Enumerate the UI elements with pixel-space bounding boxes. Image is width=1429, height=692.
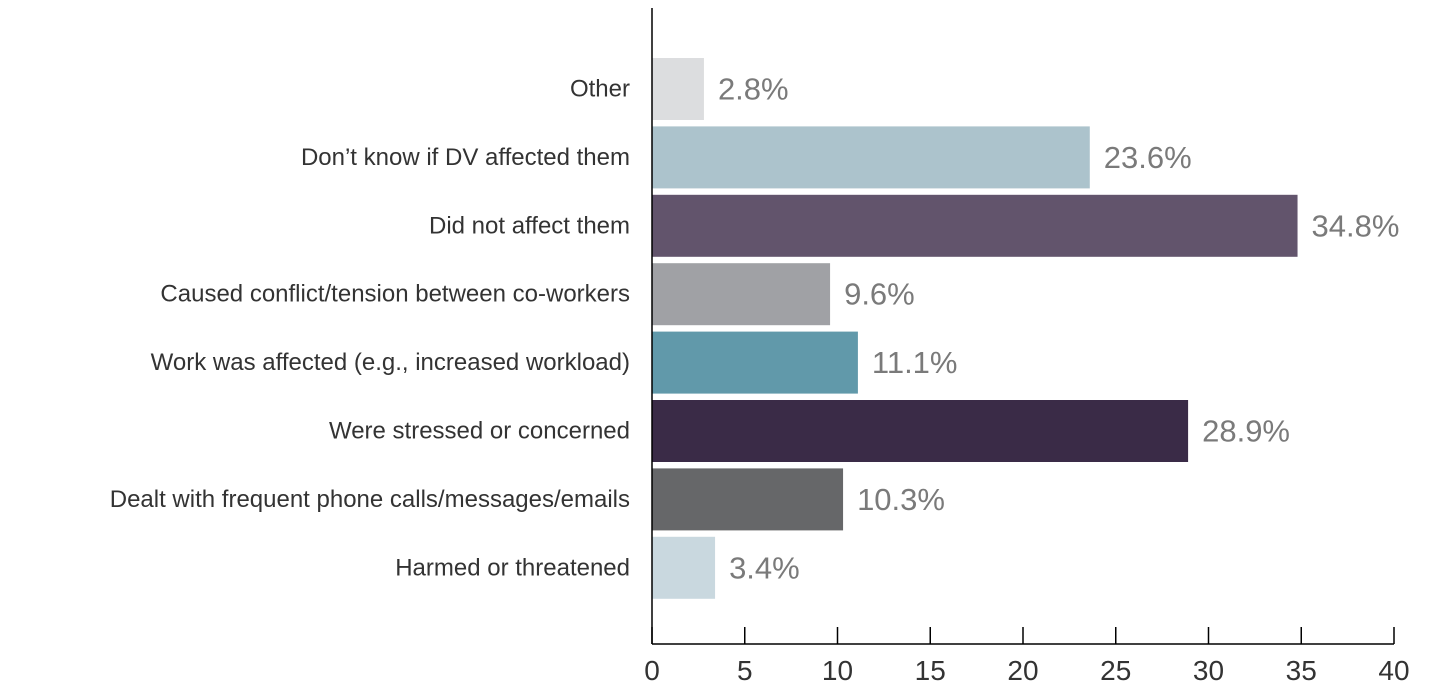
category-label-5: Were stressed or concerned <box>329 418 630 445</box>
category-label-3: Caused conflict/tension between co-worke… <box>160 281 630 308</box>
value-label-2: 34.8% <box>1312 208 1400 243</box>
bar-7 <box>652 536 716 599</box>
bar-2 <box>652 194 1298 257</box>
category-label-6: Dealt with frequent phone calls/messages… <box>110 486 630 513</box>
value-labels-group: 2.8% 23.6% 34.8% 9.6% 11.1% 28.9% 10.3% 3.4% <box>718 72 1400 586</box>
x-ticks-group: 0 5 10 15 20 25 30 35 40 <box>644 627 1410 686</box>
value-label-4: 11.1% <box>872 345 958 380</box>
x-tick-label-3: 15 <box>915 655 946 686</box>
category-label-4: Work was affected (e.g., increased workl… <box>151 349 630 376</box>
value-label-1: 23.6% <box>1104 140 1192 175</box>
x-tick-label-2: 10 <box>822 655 853 686</box>
bar-1 <box>652 126 1090 189</box>
bar-5 <box>652 400 1189 462</box>
x-tick-label-7: 35 <box>1286 655 1317 686</box>
x-tick-label-5: 25 <box>1100 655 1131 686</box>
bar-0 <box>652 58 704 120</box>
category-label-7: Harmed or threatened <box>395 554 630 581</box>
value-label-0: 2.8% <box>718 72 789 107</box>
x-tick-label-8: 40 <box>1378 655 1409 686</box>
value-label-3: 9.6% <box>844 277 915 312</box>
value-label-7: 3.4% <box>729 550 800 585</box>
bar-3 <box>652 263 831 326</box>
bar-4 <box>652 331 858 394</box>
x-tick-label-0: 0 <box>644 655 660 686</box>
bar-6 <box>652 468 844 531</box>
value-label-6: 10.3% <box>857 482 945 517</box>
category-labels-group: Other Don’t know if DV affected them Did n… <box>110 76 630 582</box>
category-label-2: Did not affect them <box>429 212 630 239</box>
value-label-5: 28.9% <box>1202 414 1290 449</box>
x-tick-label-4: 20 <box>1007 655 1038 686</box>
category-label-0: Other <box>570 76 630 103</box>
x-tick-label-1: 5 <box>737 655 753 686</box>
category-label-1: Don’t know if DV affected them <box>301 144 630 171</box>
x-tick-label-6: 30 <box>1193 655 1224 686</box>
bars-group <box>652 58 1298 599</box>
